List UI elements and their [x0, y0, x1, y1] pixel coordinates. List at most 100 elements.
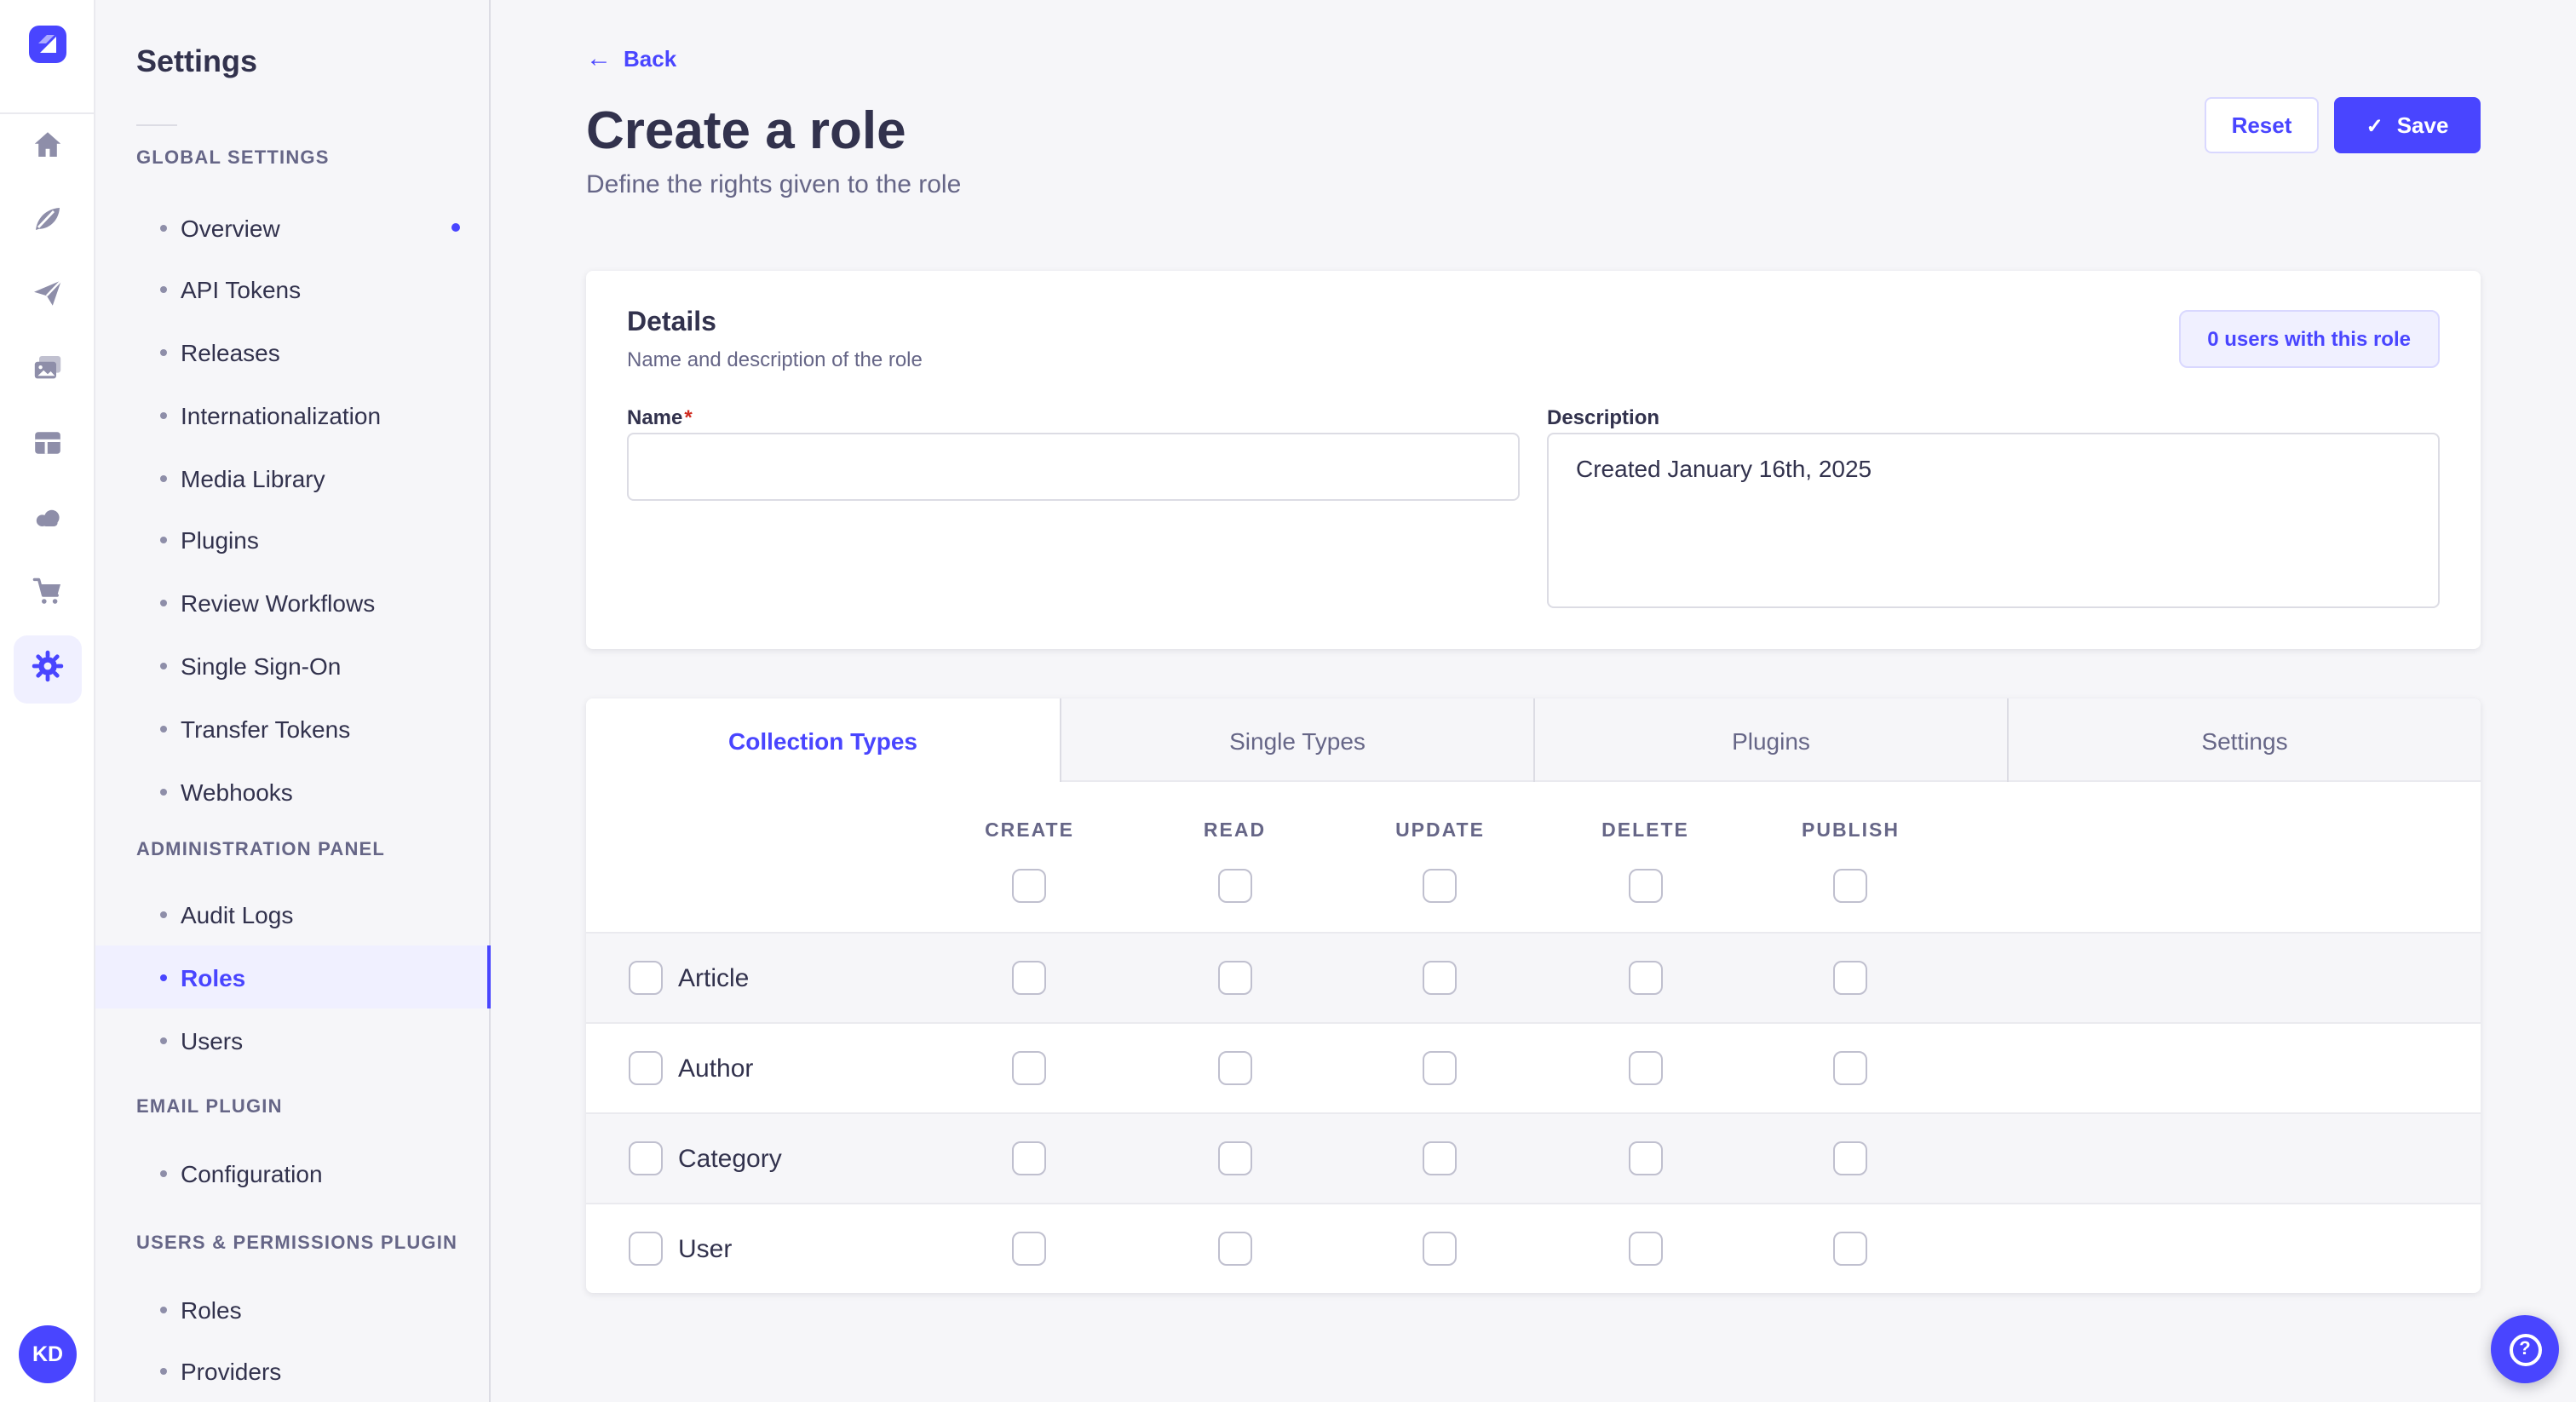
row-select-checkbox[interactable] [629, 1232, 663, 1266]
tab-plugins[interactable]: Plugins [1533, 698, 2007, 782]
table-row-article: Article [586, 932, 2481, 1022]
tab-collection-types[interactable]: Collection Types [586, 698, 1060, 782]
bullet-icon [160, 1367, 167, 1374]
article-publish-checkbox[interactable] [1833, 961, 1868, 995]
sidebar-item-media-library[interactable]: Media Library [95, 446, 491, 509]
check-icon: ✓ [2366, 113, 2383, 137]
rail-divider [0, 112, 95, 114]
save-label: Save [2396, 112, 2449, 138]
save-button[interactable]: ✓ Save [2334, 97, 2481, 153]
author-delete-checkbox[interactable] [1628, 1051, 1663, 1085]
author-read-checkbox[interactable] [1217, 1051, 1252, 1085]
bullet-icon [160, 974, 167, 980]
bullet-icon [160, 1037, 167, 1043]
author-publish-checkbox[interactable] [1833, 1051, 1868, 1085]
bullet-icon [160, 1169, 167, 1176]
sidebar-item-internationalization[interactable]: Internationalization [95, 383, 491, 446]
article-delete-checkbox[interactable] [1628, 961, 1663, 995]
row-select-checkbox[interactable] [629, 1051, 663, 1085]
required-asterisk: * [684, 405, 693, 429]
select-all-update-checkbox[interactable] [1423, 869, 1458, 903]
category-read-checkbox[interactable] [1217, 1141, 1252, 1175]
user-delete-checkbox[interactable] [1628, 1232, 1663, 1266]
bullet-icon [160, 348, 167, 355]
section-label-global-settings: GLOBAL SETTINGS [136, 148, 330, 169]
sidebar-item-roles-active[interactable]: Roles [95, 945, 491, 1008]
user-create-checkbox[interactable] [1012, 1232, 1047, 1266]
bullet-icon [160, 662, 167, 669]
row-select-checkbox[interactable] [629, 961, 663, 995]
sidebar-item-audit-logs[interactable]: Audit Logs [95, 882, 491, 945]
select-all-create-checkbox[interactable] [1012, 869, 1047, 903]
section-label-administration-panel: ADMINISTRATION PANEL [136, 840, 386, 860]
help-question-icon: ? [2509, 1333, 2541, 1365]
sidebar-item-single-sign-on[interactable]: Single Sign-On [95, 634, 491, 697]
select-all-publish-checkbox[interactable] [1833, 869, 1868, 903]
sidebar-item-releases[interactable]: Releases [95, 320, 491, 383]
bullet-icon [160, 285, 167, 292]
tab-settings[interactable]: Settings [2007, 698, 2481, 782]
sidebar-item-plugins[interactable]: Plugins [95, 508, 491, 571]
author-update-checkbox[interactable] [1423, 1051, 1458, 1085]
cloud-icon[interactable] [31, 501, 65, 535]
back-link[interactable]: ← Back [586, 46, 676, 72]
row-label: User [678, 1234, 733, 1263]
media-library-images-icon[interactable] [31, 351, 65, 385]
content-manager-feather-icon[interactable] [31, 201, 65, 235]
user-update-checkbox[interactable] [1423, 1232, 1458, 1266]
category-update-checkbox[interactable] [1423, 1141, 1458, 1175]
column-header-delete: DELETE [1601, 821, 1689, 842]
reset-button[interactable]: Reset [2205, 97, 2319, 153]
table-row-user: User [586, 1203, 2481, 1293]
settings-sidebar: Settings GLOBAL SETTINGS Overview API To… [95, 0, 491, 1402]
sidebar-item-overview[interactable]: Overview [95, 196, 491, 259]
sidebar-item-configuration[interactable]: Configuration [95, 1141, 491, 1204]
sidebar-item-transfer-tokens[interactable]: Transfer Tokens [95, 697, 491, 760]
article-update-checkbox[interactable] [1423, 961, 1458, 995]
permissions-tabs: Collection Types Single Types Plugins Se… [586, 698, 2481, 782]
name-field[interactable] [627, 433, 1520, 501]
layout-panel-icon[interactable] [31, 426, 65, 460]
page-subtitle: Define the rights given to the role [586, 170, 962, 199]
home-icon[interactable] [31, 128, 65, 162]
author-create-checkbox[interactable] [1012, 1051, 1047, 1085]
sidebar-item-review-workflows[interactable]: Review Workflows [95, 571, 491, 634]
user-avatar[interactable]: KD [19, 1325, 77, 1383]
sidebar-item-webhooks[interactable]: Webhooks [95, 760, 491, 823]
name-label: Name * [627, 405, 693, 429]
category-delete-checkbox[interactable] [1628, 1141, 1663, 1175]
row-label: Category [678, 1144, 782, 1173]
row-select-checkbox[interactable] [629, 1141, 663, 1175]
bullet-icon [160, 536, 167, 543]
permissions-card: Collection Types Single Types Plugins Se… [586, 698, 2481, 1293]
category-publish-checkbox[interactable] [1833, 1141, 1868, 1175]
settings-nav-active[interactable] [14, 635, 82, 704]
column-header-publish: PUBLISH [1802, 821, 1900, 842]
select-all-read-checkbox[interactable] [1217, 869, 1252, 903]
users-with-role-button[interactable]: 0 users with this role [2178, 310, 2440, 368]
sidebar-item-providers[interactable]: Providers [95, 1339, 491, 1402]
content-type-builder-send-icon[interactable] [31, 276, 65, 310]
bullet-icon [160, 411, 167, 418]
details-subtitle: Name and description of the role [627, 348, 923, 371]
tab-single-types[interactable]: Single Types [1060, 698, 1533, 782]
article-read-checkbox[interactable] [1217, 961, 1252, 995]
category-create-checkbox[interactable] [1012, 1141, 1047, 1175]
sidebar-item-up-roles[interactable]: Roles [95, 1278, 491, 1341]
bullet-icon [160, 599, 167, 606]
strapi-logo-icon [29, 26, 66, 63]
select-all-row [586, 869, 2481, 903]
user-publish-checkbox[interactable] [1833, 1232, 1868, 1266]
sidebar-item-api-tokens[interactable]: API Tokens [95, 257, 491, 320]
back-label: Back [624, 46, 677, 72]
sidebar-divider [136, 124, 177, 126]
user-read-checkbox[interactable] [1217, 1232, 1252, 1266]
article-create-checkbox[interactable] [1012, 961, 1047, 995]
help-button[interactable]: ? [2491, 1315, 2559, 1383]
description-field[interactable]: Created January 16th, 2025 [1547, 433, 2440, 608]
sidebar-item-users[interactable]: Users [95, 1008, 491, 1072]
select-all-delete-checkbox[interactable] [1628, 869, 1663, 903]
marketplace-cart-icon[interactable] [31, 574, 65, 608]
section-label-users-permissions-plugin: USERS & PERMISSIONS PLUGIN [136, 1233, 458, 1254]
gear-icon [31, 648, 65, 691]
